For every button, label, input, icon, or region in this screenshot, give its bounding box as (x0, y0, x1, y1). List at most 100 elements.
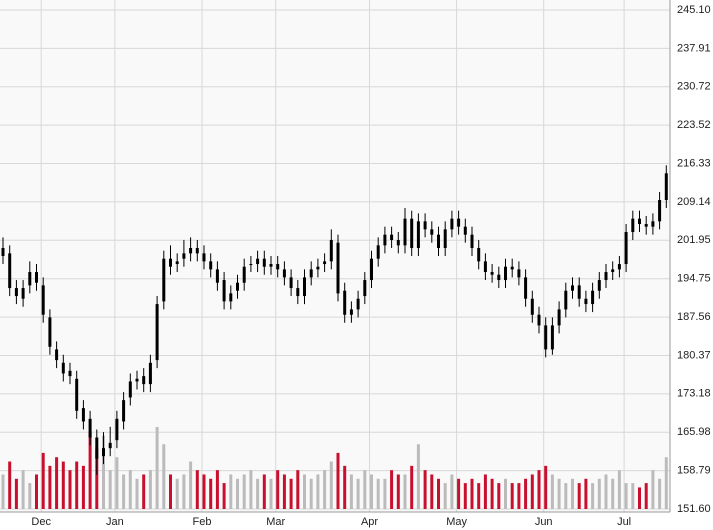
candle-body (497, 274, 501, 281)
y-tick-label: 151.60 (677, 503, 711, 515)
candle-body (611, 269, 615, 273)
volume-bar (35, 474, 38, 509)
volume-bar (296, 470, 300, 509)
volume-bar (597, 478, 601, 509)
candle-body (128, 381, 132, 398)
x-tick-label: Jan (106, 516, 124, 528)
candle-body (55, 349, 59, 361)
candle-body (269, 264, 273, 267)
candle-body (336, 242, 340, 294)
x-tick-label: May (446, 516, 467, 528)
candle-body (282, 269, 286, 278)
candle-body (316, 266, 320, 270)
candle-body (222, 280, 226, 302)
candle-body (550, 325, 554, 350)
candle-body (430, 229, 434, 235)
volume-bar (651, 470, 655, 509)
y-tick-label: 230.72 (677, 81, 711, 93)
candle-body (624, 232, 628, 265)
candle-body (28, 272, 32, 286)
volume-bar (477, 483, 481, 509)
y-tick-label: 158.79 (677, 465, 711, 477)
candle-body (122, 400, 126, 422)
candle-body (276, 264, 280, 270)
candle-body (61, 362, 65, 374)
volume-bar (8, 461, 12, 509)
volume-bar (336, 452, 340, 509)
x-tick-label: Dec (31, 516, 51, 528)
candle-body (135, 378, 139, 382)
candle-body (189, 248, 193, 254)
volume-bar (390, 470, 394, 509)
volume-bar (28, 483, 32, 509)
volume-bar (437, 478, 440, 509)
candle-body (664, 173, 668, 200)
volume-bar (463, 483, 467, 509)
candle-body (169, 258, 172, 267)
volume-bar (215, 470, 219, 509)
volume-bar (530, 474, 534, 509)
candle-body (443, 229, 447, 249)
volume-bar (638, 487, 641, 509)
volume-bar (363, 470, 367, 509)
candle-body (202, 253, 206, 262)
candle-body (323, 261, 327, 265)
volume-bar (256, 478, 260, 509)
volume-bar (68, 470, 72, 509)
candle-body (289, 277, 293, 289)
candle-body (557, 309, 561, 326)
volume-bar (443, 483, 447, 509)
candle-body (343, 290, 347, 315)
candle-body (617, 264, 621, 270)
candle-body (229, 293, 233, 302)
y-tick-label: 187.56 (677, 311, 711, 323)
candle-body (48, 317, 52, 347)
candle-body (571, 285, 574, 291)
candle-body (396, 240, 400, 246)
candle-body (651, 221, 655, 227)
candle-body (329, 240, 333, 262)
candle-body (215, 269, 219, 283)
volume-bar (128, 470, 132, 509)
y-tick-label: 237.91 (677, 42, 711, 54)
volume-bar (175, 478, 179, 509)
volume-bar (356, 478, 360, 509)
candle-body (195, 248, 199, 254)
volume-bar (571, 478, 574, 509)
volume-bar (95, 448, 99, 509)
candle-body (658, 199, 662, 222)
volume-bar (115, 457, 119, 509)
x-tick-label: Mar (266, 516, 285, 528)
candle-body (483, 261, 487, 273)
candle-body (390, 234, 394, 241)
volume-bar (611, 478, 615, 509)
candle-body (490, 272, 494, 275)
candle-body (249, 264, 253, 266)
candle-body (524, 277, 528, 299)
volume-bar (108, 470, 112, 509)
y-tick-label: 223.52 (677, 119, 711, 131)
volume-bar (242, 474, 246, 509)
candle-body (356, 298, 360, 310)
candle-body (162, 258, 166, 302)
candle-body (604, 272, 608, 281)
candle-body (370, 258, 373, 281)
x-tick-label: Feb (193, 516, 212, 528)
candle-body (175, 261, 179, 265)
volume-bar (155, 427, 159, 509)
volume-bar (557, 478, 561, 509)
volume-bar (209, 478, 213, 509)
volume-bar (195, 470, 199, 509)
candle-body (142, 376, 146, 385)
volume-bar (470, 478, 474, 509)
volume-bar (61, 461, 65, 509)
candle-body (584, 298, 588, 305)
candle-body (75, 378, 79, 411)
volume-bar (162, 444, 166, 509)
candle-body (155, 304, 159, 361)
volume-bar (88, 431, 92, 509)
volume-bar (309, 478, 313, 509)
volume-bar (604, 474, 608, 509)
volume-bar (122, 474, 126, 509)
